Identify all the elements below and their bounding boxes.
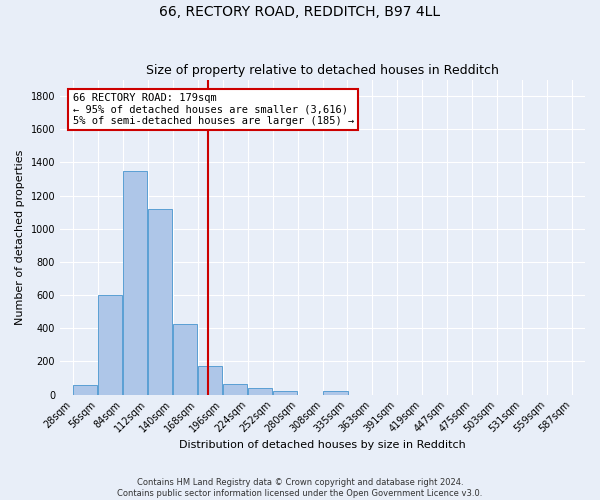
X-axis label: Distribution of detached houses by size in Redditch: Distribution of detached houses by size … xyxy=(179,440,466,450)
Bar xyxy=(274,392,298,394)
Bar xyxy=(173,324,197,394)
Bar xyxy=(98,295,122,394)
Y-axis label: Number of detached properties: Number of detached properties xyxy=(15,150,25,325)
Bar xyxy=(148,209,172,394)
Text: 66 RECTORY ROAD: 179sqm
← 95% of detached houses are smaller (3,616)
5% of semi-: 66 RECTORY ROAD: 179sqm ← 95% of detache… xyxy=(73,93,354,126)
Title: Size of property relative to detached houses in Redditch: Size of property relative to detached ho… xyxy=(146,64,499,77)
Bar xyxy=(73,384,97,394)
Text: 66, RECTORY ROAD, REDDITCH, B97 4LL: 66, RECTORY ROAD, REDDITCH, B97 4LL xyxy=(160,5,440,19)
Bar xyxy=(248,388,272,394)
Bar xyxy=(223,384,247,394)
Bar xyxy=(123,170,147,394)
Bar xyxy=(323,392,347,394)
Bar xyxy=(198,366,223,394)
Text: Contains HM Land Registry data © Crown copyright and database right 2024.
Contai: Contains HM Land Registry data © Crown c… xyxy=(118,478,482,498)
